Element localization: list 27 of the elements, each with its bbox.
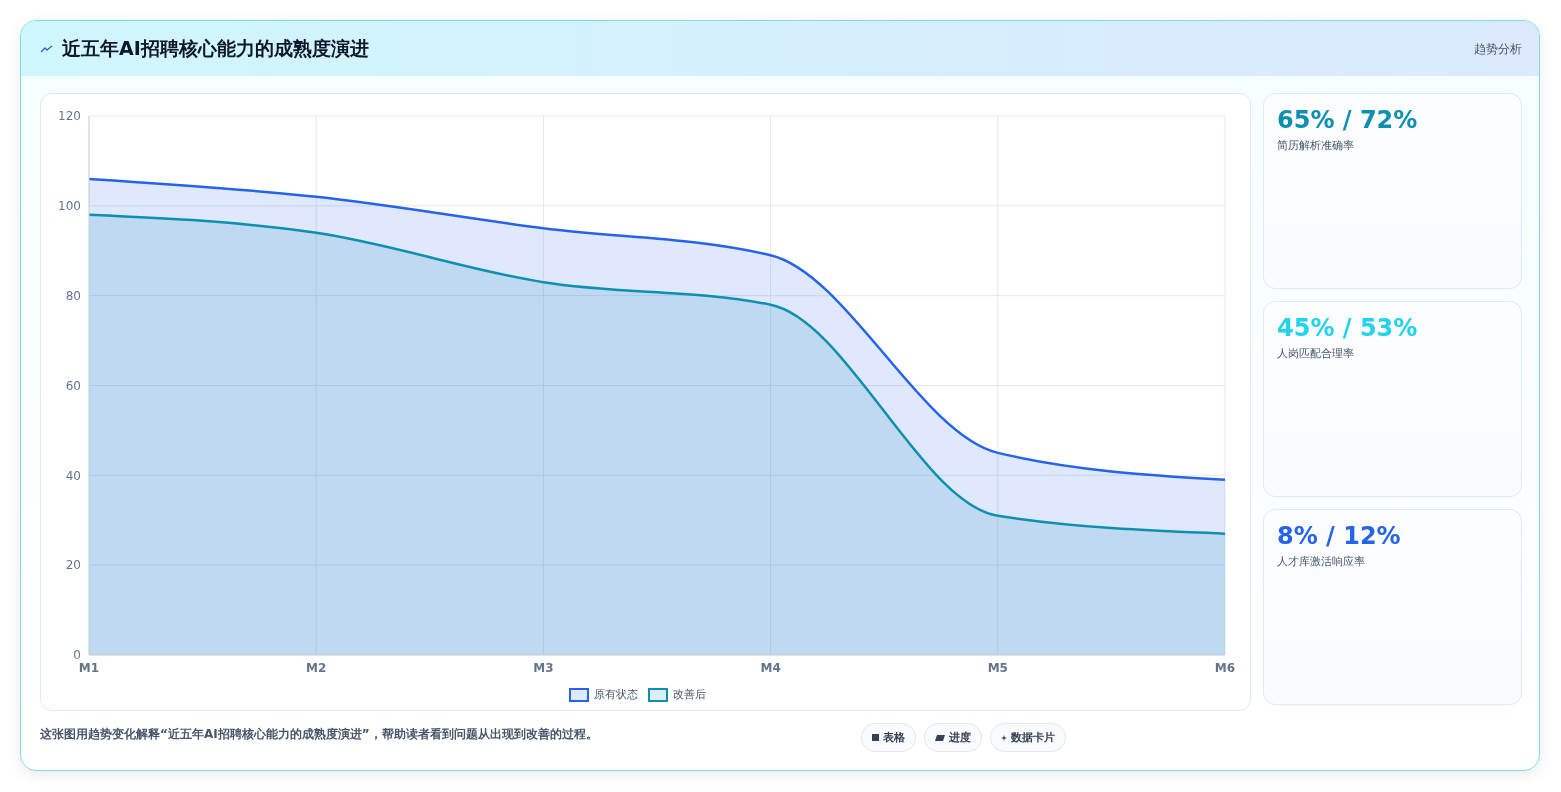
text: 进度 (924, 723, 982, 752)
text: 45% / 53% (1277, 314, 1419, 342)
y-tick-label: 0 (73, 648, 81, 663)
text: 8% / 12% (1277, 522, 1402, 550)
x-tick-label: M4 (760, 660, 781, 675)
x-tick-label: M5 (987, 660, 1008, 675)
y-tick-label: 60 (65, 378, 81, 393)
text: 简历解析准确率 (1277, 138, 1355, 153)
legend-label: 改善后 (671, 687, 706, 702)
text: 趋势分析 (1474, 41, 1522, 58)
text: 表格 (861, 723, 916, 752)
text: 数据卡片 (990, 723, 1066, 752)
legend-label: 原有状态 (592, 687, 638, 702)
y-tick-label: 120 (58, 109, 81, 124)
x-tick-label: M3 (533, 660, 554, 675)
y-tick-label: 20 (65, 558, 81, 573)
x-tick-label: M2 (306, 660, 327, 675)
text: 人才库激活响应率 (1277, 554, 1366, 569)
text: 人岗匹配合理率 (1277, 346, 1355, 361)
chart-title: 近五年AI招聘核心能力的成熟度演进 (62, 35, 369, 61)
y-tick-label: 40 (65, 468, 81, 483)
x-tick-label: M1 (78, 660, 100, 675)
y-tick-label: 100 (58, 199, 81, 214)
text: 65% / 72% (1277, 106, 1419, 134)
x-tick-label: M6 (1214, 660, 1236, 675)
text: 这张图用趋势变化解释“近五年AI招聘核心能力的成熟度演进”，帮助读者看到问题从出现到改善的过程。 (40, 726, 598, 743)
y-tick-label: 80 (65, 288, 81, 303)
